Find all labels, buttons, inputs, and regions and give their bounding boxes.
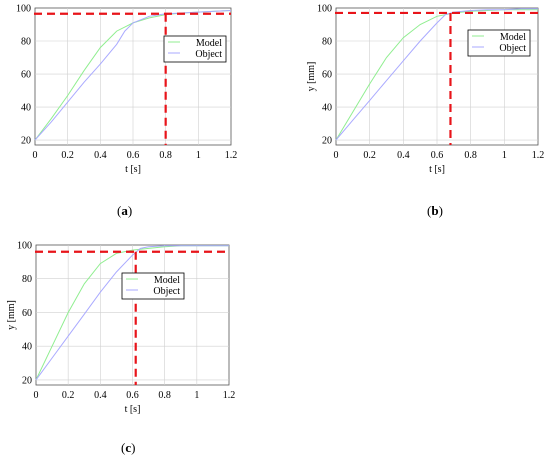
legend-label-object: Object: [195, 49, 222, 60]
x-tick-label: 1: [502, 150, 507, 161]
x-tick-label: 0.6: [431, 150, 444, 161]
y-tick-label: 40: [21, 103, 31, 114]
x-axis-title: t [s]: [125, 404, 141, 415]
x-tick-label: 0.8: [158, 390, 171, 401]
chart-a: 0 0.2 0.4 0.6 0.8 1 1.2 20 40 60 80 100 t [s] ModelOb…: [16, 4, 238, 176]
legend-label-object: Object: [153, 286, 180, 297]
y-tick-label: 80: [22, 274, 32, 285]
legend-box: [467, 29, 531, 57]
y-tick-label: 40: [322, 103, 332, 114]
series-line-object: [335, 8, 538, 141]
x-tick-label: 1.2: [223, 390, 236, 401]
y-tick-label: 20: [22, 375, 32, 386]
legend-label-model: Model: [500, 32, 526, 43]
y-tick-label: 20: [21, 136, 31, 147]
panel-label-b: (b): [427, 203, 443, 218]
legend-label-model: Model: [154, 275, 180, 286]
legend-box: [163, 35, 227, 63]
x-tick-label: 0.4: [94, 390, 107, 401]
x-tick-label: 1.2: [225, 150, 238, 161]
chart-c: 0 0.2 0.4 0.6 0.8 1 1.2 20 40 60 80 100 t [s] y [mm] M…: [6, 241, 236, 416]
panel-label-c: (c): [121, 440, 136, 455]
x-tick-label: 0.8: [159, 150, 172, 161]
x-tick-label: 0.2: [363, 150, 376, 161]
x-tick-label: 0.4: [94, 150, 107, 161]
series-line-object: [34, 10, 232, 141]
x-tick-label: 0.8: [464, 150, 477, 161]
legend-label-object: Object: [499, 43, 526, 54]
x-tick-label: 0.2: [61, 150, 74, 161]
x-tick-label: 1.2: [532, 150, 545, 161]
x-tick-label: 0.6: [127, 150, 140, 161]
x-tick-label: 0: [34, 390, 39, 401]
y-axis-title: y [mm]: [306, 62, 317, 92]
y-axis-title: y [mm]: [6, 300, 17, 330]
x-tick-label: 1: [194, 390, 199, 401]
x-tick-label: 0.2: [62, 390, 75, 401]
panel-label-a: (a): [117, 203, 133, 218]
y-tick-label: 100: [17, 241, 32, 252]
x-tick-label: 0: [33, 150, 38, 161]
y-tick-label: 100: [317, 4, 332, 15]
legend-box: [121, 272, 185, 300]
y-tick-label: 80: [322, 37, 332, 48]
x-tick-label: 0.6: [126, 390, 139, 401]
legend-label-model: Model: [196, 38, 222, 49]
x-tick-label: 0.4: [397, 150, 410, 161]
y-tick-label: 60: [322, 70, 332, 81]
y-tick-label: 60: [22, 308, 32, 319]
x-tick-label: 1: [196, 150, 201, 161]
y-tick-label: 20: [322, 136, 332, 147]
x-axis-title: t [s]: [429, 164, 445, 175]
chart-b: 0 0.2 0.4 0.6 0.8 1 1.2 20 40 60 80 100 t [s] y [mm] M…: [306, 4, 545, 176]
x-tick-label: 0: [334, 150, 339, 161]
x-axis-title: t [s]: [125, 164, 141, 175]
y-tick-label: 40: [22, 342, 32, 353]
y-tick-label: 80: [21, 37, 31, 48]
y-tick-label: 100: [16, 4, 31, 15]
y-tick-label: 60: [21, 70, 31, 81]
